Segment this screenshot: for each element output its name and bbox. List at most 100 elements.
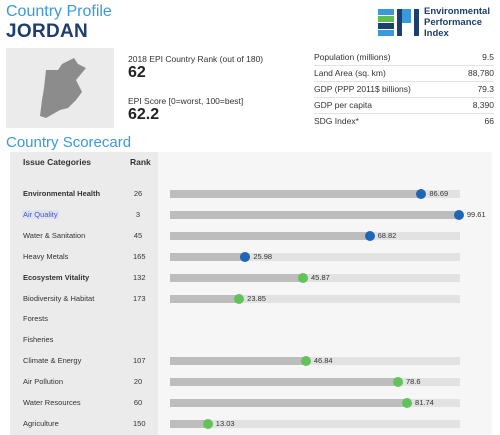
category-label-environmental-health: Environmental Health xyxy=(23,189,101,198)
score-dot-air-pollution xyxy=(392,377,403,388)
score-label-water-resources: 81.74 xyxy=(415,398,434,407)
category-label-climate-and-energy: Climate & Energy xyxy=(23,356,82,366)
logo-bar xyxy=(378,9,394,15)
category-label-air-pollution: Air Pollution xyxy=(23,377,64,387)
epi-logo-mark xyxy=(378,9,420,37)
category-label-ecosystem-vitality: Ecosystem Vitality xyxy=(23,272,90,282)
jordan-map-icon xyxy=(40,58,86,118)
stat-value: 8,390 xyxy=(472,100,494,110)
rank-value-biodiversity-and-habitat: 173 xyxy=(133,293,146,303)
logo-line: Index xyxy=(424,28,449,39)
bar-track-heavy-metals xyxy=(170,252,460,261)
stat-label: GDP per capita xyxy=(314,100,372,110)
score-dot-water-resources xyxy=(402,398,413,408)
score-dot-environmental-health xyxy=(416,189,427,199)
page-title: Country Profile xyxy=(6,3,112,20)
bar-track-air-pollution xyxy=(170,378,460,387)
column-header-rank: Rank xyxy=(130,157,151,167)
score-dot-climate-and-energy xyxy=(300,356,311,367)
logo-bar xyxy=(378,16,394,22)
score-dot-air-quality xyxy=(453,209,464,220)
bar-track-climate-and-energy xyxy=(170,357,460,366)
score-dot-ecosystem-vitality xyxy=(298,272,309,283)
logo-bar-i xyxy=(414,9,419,36)
stat-value: 79.3 xyxy=(477,84,494,94)
score-label-ecosystem-vitality: 45.87 xyxy=(311,272,330,282)
stat-value: 66 xyxy=(484,116,494,126)
bar-biodiversity-and-habitat xyxy=(170,294,240,303)
stat-label: GDP (PPP 2011$ billions) xyxy=(314,84,411,94)
epi-score-value: 62.2 xyxy=(128,106,160,123)
score-dot-biodiversity-and-habitat xyxy=(234,293,245,304)
bar-agriculture xyxy=(170,419,208,428)
score-dot-agriculture xyxy=(202,418,213,429)
stat-row-gdp-per-capita: GDP per capita 8,390 xyxy=(314,98,494,114)
rank-value-agriculture: 150 xyxy=(133,418,146,428)
bar-climate-and-energy xyxy=(170,357,306,366)
score-label-biodiversity-and-habitat: 23.85 xyxy=(247,293,266,303)
scorecard-title: Country Scorecard xyxy=(6,134,132,151)
bar-water-and-sanitation xyxy=(170,231,370,240)
score-label-air-quality: 99.61 xyxy=(466,209,486,219)
category-label-water-resources: Water Resources xyxy=(23,398,81,407)
country-name: JORDAN xyxy=(6,21,89,42)
score-label-air-pollution: 78.6 xyxy=(405,377,421,387)
bar-water-resources xyxy=(170,399,408,407)
stat-row-land-area: Land Area (sq. km) 88,780 xyxy=(314,66,494,82)
stat-row-population: Population (millions) 9.5 xyxy=(314,50,494,66)
score-label-agriculture: 13.03 xyxy=(215,418,235,428)
bar-track-water-resources xyxy=(170,399,460,407)
scorecard-plot-area xyxy=(158,152,492,435)
stat-value: 88,780 xyxy=(468,68,494,78)
category-label-biodiversity-and-habitat: Biodiversity & Habitat xyxy=(23,293,95,303)
rank-value-climate-and-energy: 107 xyxy=(133,356,146,366)
country-stats: Population (millions) 9.5 Land Area (sq.… xyxy=(314,50,494,129)
bar-track-ecosystem-vitality xyxy=(170,273,460,282)
scorecard-label-panel xyxy=(10,152,158,435)
rank-value-heavy-metals: 165 xyxy=(133,251,146,261)
stat-label: Land Area (sq. km) xyxy=(314,68,386,78)
logo-wordmark: Environmental Performance Index xyxy=(424,6,490,39)
bar-air-quality xyxy=(170,210,459,219)
category-label-agriculture: Agriculture xyxy=(23,418,59,428)
epi-rank-value: 62 xyxy=(128,64,146,81)
category-label-fisheries: Fisheries xyxy=(23,335,54,345)
score-dot-heavy-metals xyxy=(240,251,251,262)
logo-line: Performance xyxy=(424,17,483,28)
category-label-forests: Forests xyxy=(23,314,49,324)
rank-value-environmental-health: 26 xyxy=(133,189,143,198)
rank-value-water-resources: 60 xyxy=(133,398,143,407)
epi-logo: Environmental Performance Index xyxy=(378,6,498,42)
bar-air-pollution xyxy=(170,378,398,387)
score-label-heavy-metals: 25.98 xyxy=(253,251,273,261)
country-map xyxy=(6,48,114,128)
bar-track-environmental-health xyxy=(170,190,460,198)
logo-line: Environmental xyxy=(424,6,490,17)
bar-track-agriculture xyxy=(170,419,460,428)
logo-bar xyxy=(378,23,394,29)
stat-label: SDG Index* xyxy=(314,116,359,126)
stat-value: 9.5 xyxy=(482,52,494,62)
rank-value-ecosystem-vitality: 132 xyxy=(133,272,146,282)
bar-environmental-health xyxy=(170,190,422,198)
epi-rank-label: 2018 EPI Country Rank (out of 180) xyxy=(128,54,264,64)
rank-value-water-and-sanitation: 45 xyxy=(133,230,143,240)
bar-track-biodiversity-and-habitat xyxy=(170,294,460,303)
bar-track-water-and-sanitation xyxy=(170,231,460,240)
score-label-water-and-sanitation: 68.82 xyxy=(377,230,397,240)
category-label-air-quality: Air Quality xyxy=(22,209,59,219)
category-label-heavy-metals: Heavy Metals xyxy=(23,251,69,261)
column-header-categories: Issue Categories xyxy=(23,157,92,167)
category-label-water-and-sanitation: Water & Sanitation xyxy=(23,230,86,240)
score-label-environmental-health: 86.69 xyxy=(429,189,449,198)
bar-heavy-metals xyxy=(170,252,246,261)
bar-ecosystem-vitality xyxy=(170,273,304,282)
stat-label: Population (millions) xyxy=(314,52,391,62)
stat-row-gdp: GDP (PPP 2011$ billions) 79.3 xyxy=(314,82,494,98)
rank-value-air-pollution: 20 xyxy=(133,377,143,387)
logo-bar-p-bowl xyxy=(402,9,411,23)
score-dot-water-and-sanitation xyxy=(364,230,375,241)
logo-bar xyxy=(378,30,394,36)
rank-value-air-quality: 3 xyxy=(135,209,141,219)
bar-track-air-quality xyxy=(170,210,460,219)
